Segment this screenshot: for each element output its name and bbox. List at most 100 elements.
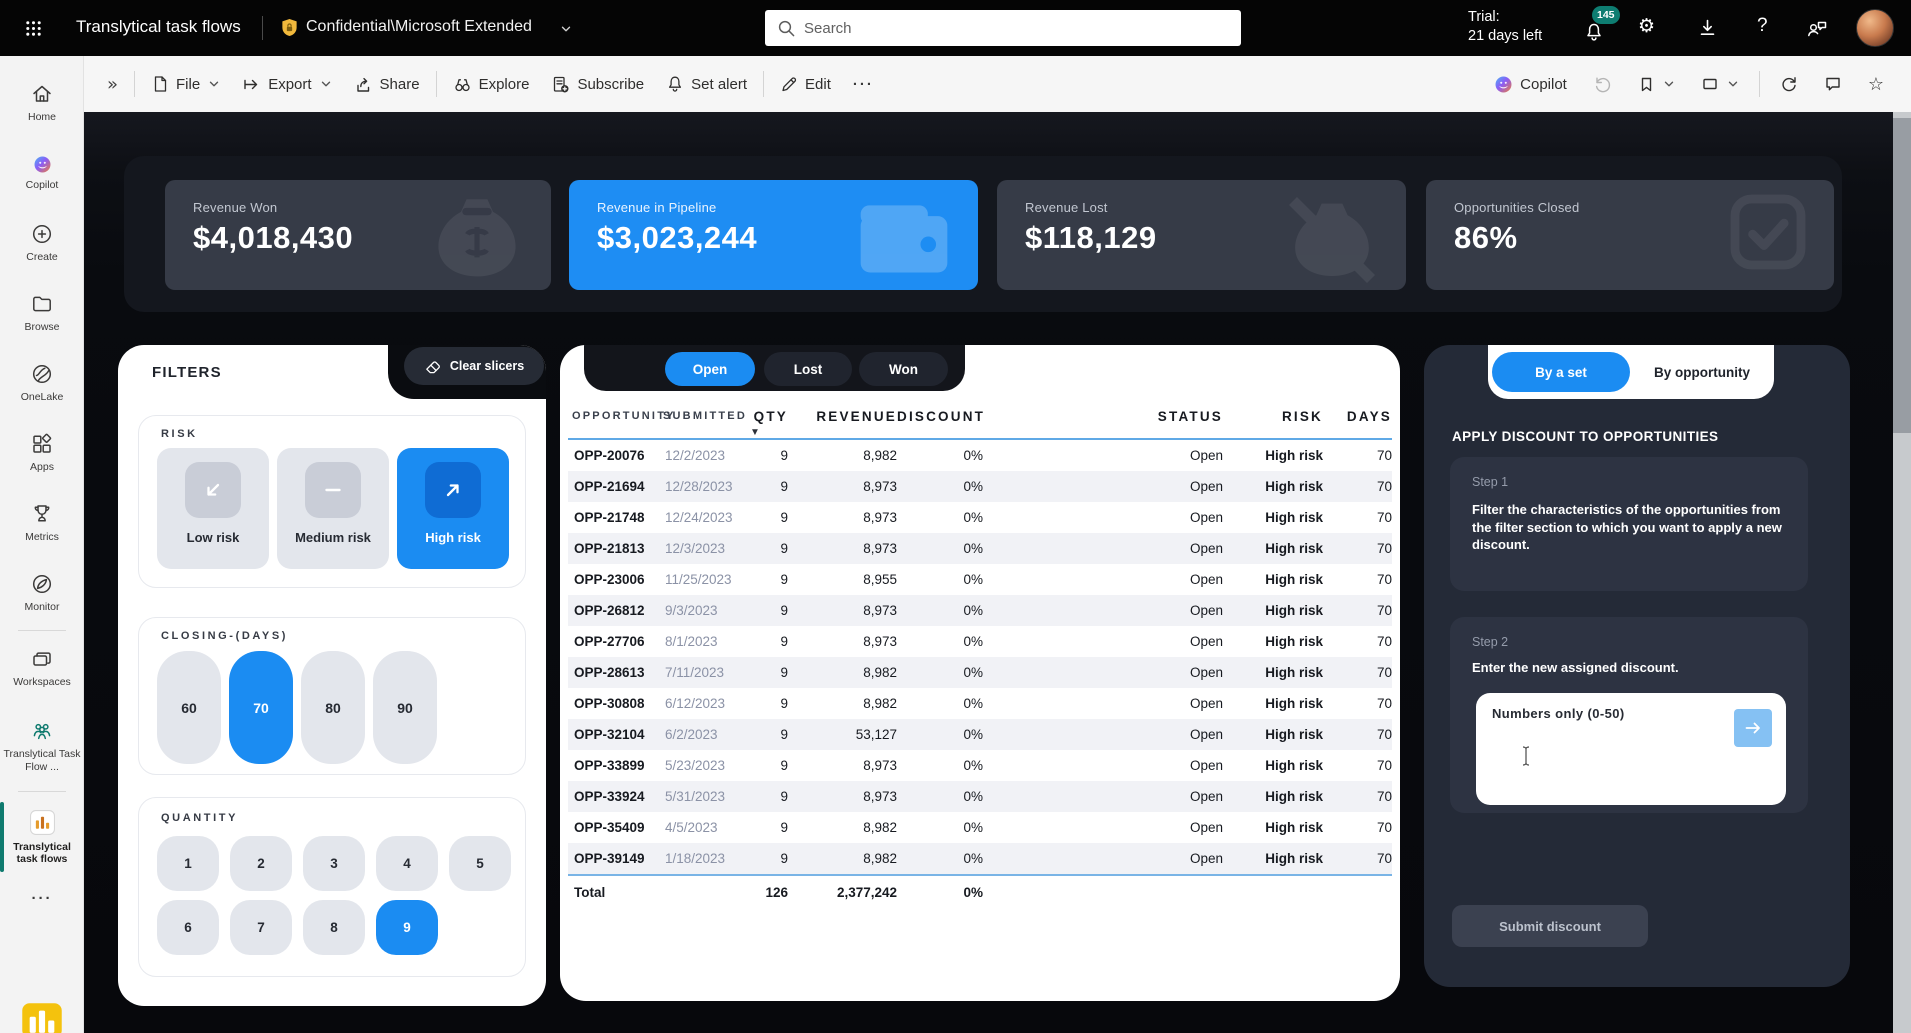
sidebar-item-workspaces[interactable]: Workspaces (0, 633, 83, 703)
subscribe-button[interactable]: Subscribe (540, 66, 655, 102)
settings-gear-icon[interactable]: ⚙ (1638, 15, 1656, 37)
sidebar-item-monitor[interactable]: Monitor (0, 558, 83, 628)
apply-discount-arrow-button[interactable] (1734, 709, 1772, 747)
table-row[interactable]: OPP-20076 12/2/2023 9 8,982 0% Open High… (568, 440, 1392, 471)
table-row[interactable]: OPP-30808 6/12/2023 9 8,982 0% Open High… (568, 688, 1392, 719)
closing-days-option-90[interactable]: 90 (373, 651, 437, 764)
sidebar-item-browse[interactable]: Browse (0, 278, 83, 348)
table-row[interactable]: OPP-35409 4/5/2023 9 8,982 0% Open High … (568, 812, 1392, 843)
tab-by-a-set[interactable]: By a set (1492, 352, 1630, 392)
table-row[interactable]: OPP-26812 9/3/2023 9 8,973 0% Open High … (568, 595, 1392, 626)
cell-status: Open (1189, 851, 1223, 866)
table-row[interactable]: OPP-21813 12/3/2023 9 8,973 0% Open High… (568, 533, 1392, 564)
sidebar-item-apps[interactable]: Apps (0, 418, 83, 488)
column-header-qty[interactable]: QTY (753, 408, 788, 424)
table-row[interactable]: OPP-28613 7/11/2023 9 8,982 0% Open High… (568, 657, 1392, 688)
table-row[interactable]: OPP-33924 5/31/2023 9 8,973 0% Open High… (568, 781, 1392, 812)
table-row[interactable]: OPP-33899 5/23/2023 9 8,973 0% Open High… (568, 750, 1392, 781)
quantity-option-3[interactable]: 3 (303, 836, 365, 891)
vertical-scrollbar-track[interactable] (1893, 112, 1911, 1033)
submit-discount-button[interactable]: Submit discount (1452, 905, 1648, 947)
waffle-menu-icon[interactable] (24, 19, 43, 38)
table-row[interactable]: OPP-39149 1/18/2023 9 8,982 0% Open High… (568, 843, 1392, 874)
column-header-opportunity[interactable]: OPPORTUNITY (572, 410, 676, 422)
search-input[interactable] (804, 19, 1229, 37)
column-header-status[interactable]: STATUS (1157, 408, 1223, 424)
column-header-revenue[interactable]: REVENUE (816, 408, 897, 424)
status-tab-won[interactable]: Won (859, 352, 948, 386)
quantity-option-5[interactable]: 5 (449, 836, 511, 891)
bookmarks-button[interactable] (1627, 66, 1686, 102)
kpi-card-revenue-in-pipeline[interactable]: Revenue in Pipeline $3,023,244 (569, 180, 978, 290)
clear-slicers-button[interactable]: Clear slicers (404, 347, 544, 385)
account-avatar[interactable] (1856, 9, 1894, 47)
refresh-button[interactable] (1769, 66, 1809, 102)
column-header-submitted[interactable]: SUBMITTED (663, 410, 747, 422)
collapse-pane-button[interactable]: » (96, 66, 129, 102)
copilot-button[interactable]: Copilot (1483, 66, 1578, 102)
sidebar-item-translytical-task-flows[interactable]: Translytical task flows (0, 794, 83, 880)
sensitivity-label[interactable]: Confidential\Microsoft Extended (306, 18, 532, 35)
quantity-option-4[interactable]: 4 (376, 836, 438, 891)
help-icon[interactable]: ? (1757, 15, 1768, 36)
more-options-button[interactable]: ··· (842, 66, 885, 102)
quantity-option-2[interactable]: 2 (230, 836, 292, 891)
column-header-risk[interactable]: RISK (1281, 408, 1323, 424)
risk-option-medium-risk[interactable]: Medium risk (277, 448, 389, 569)
table-row[interactable]: OPP-21748 12/24/2023 9 8,973 0% Open Hig… (568, 502, 1392, 533)
discount-input[interactable]: Numbers only (0-50) (1476, 693, 1786, 805)
favorite-button[interactable]: ☆ (1857, 66, 1895, 102)
sidebar-item-label: Copilot (25, 178, 59, 191)
quantity-option-1[interactable]: 1 (157, 836, 219, 891)
status-tab-open[interactable]: Open (665, 352, 755, 386)
column-header-days[interactable]: DAYS (1346, 408, 1392, 424)
sidebar-item-home[interactable]: Home (0, 68, 83, 138)
sidebar-item-metrics[interactable]: Metrics (0, 488, 83, 558)
status-tab-lost[interactable]: Lost (764, 352, 852, 386)
export-menu-button[interactable]: Export (231, 66, 342, 102)
notifications-bell-icon[interactable] (1584, 22, 1604, 42)
vertical-scrollbar-thumb[interactable] (1893, 118, 1911, 433)
edit-button[interactable]: Edit (769, 66, 842, 102)
quantity-option-9[interactable]: 9 (376, 900, 438, 955)
global-search[interactable] (765, 10, 1241, 46)
table-row[interactable]: OPP-32104 6/2/2023 9 53,127 0% Open High… (568, 719, 1392, 750)
sidebar-more-button[interactable]: ··· (0, 880, 83, 916)
quantity-option-8[interactable]: 8 (303, 900, 365, 955)
table-row[interactable]: OPP-21694 12/28/2023 9 8,973 0% Open Hig… (568, 471, 1392, 502)
quantity-option-7[interactable]: 7 (230, 900, 292, 955)
closing-days-option-70[interactable]: 70 (229, 651, 293, 764)
file-menu-button[interactable]: File (140, 66, 231, 102)
sort-descending-icon[interactable]: ▼ (750, 427, 760, 438)
sidebar-item-create[interactable]: Create (0, 208, 83, 278)
quantity-option-6[interactable]: 6 (157, 900, 219, 955)
table-row[interactable]: OPP-27706 8/1/2023 9 8,973 0% Open High … (568, 626, 1392, 657)
share-button[interactable]: Share (343, 66, 431, 102)
sidebar-item-translytical-task-flow[interactable]: Translytical Task Flow ... (0, 703, 83, 789)
tab-by-opportunity[interactable]: By opportunity (1654, 364, 1750, 380)
notification-count-badge[interactable]: 145 (1592, 6, 1620, 24)
kpi-card-opportunities-closed[interactable]: Opportunities Closed 86% (1426, 180, 1834, 290)
set-alert-button[interactable]: Set alert (655, 66, 758, 102)
feedback-icon[interactable] (1806, 19, 1828, 38)
closing-days-option-60[interactable]: 60 (157, 651, 221, 764)
cell-discount: 0% (963, 603, 983, 618)
power-bi-logo[interactable] (21, 1002, 63, 1033)
comments-button[interactable] (1813, 66, 1853, 102)
view-button[interactable] (1690, 66, 1750, 102)
explore-button[interactable]: Explore (442, 66, 541, 102)
sidebar-item-onelake[interactable]: OneLake (0, 348, 83, 418)
kpi-card-revenue-won[interactable]: Revenue Won $4,018,430 (165, 180, 551, 290)
cell-days: 70 (1376, 758, 1392, 773)
closing-days-option-80[interactable]: 80 (301, 651, 365, 764)
table-row[interactable]: OPP-23006 11/25/2023 9 8,955 0% Open Hig… (568, 564, 1392, 595)
undo-button[interactable] (1582, 66, 1623, 102)
risk-option-low-risk[interactable]: Low risk (157, 448, 269, 569)
sidebar-item-copilot[interactable]: Copilot (0, 138, 83, 208)
column-header-discount[interactable]: DISCOUNT (897, 408, 986, 424)
risk-option-high-risk[interactable]: High risk (397, 448, 509, 569)
kpi-card-revenue-lost[interactable]: Revenue Lost $118,129 (997, 180, 1406, 290)
chevron-down-icon[interactable] (560, 23, 572, 35)
download-icon[interactable] (1698, 18, 1717, 37)
cell-discount: 0% (963, 541, 983, 556)
